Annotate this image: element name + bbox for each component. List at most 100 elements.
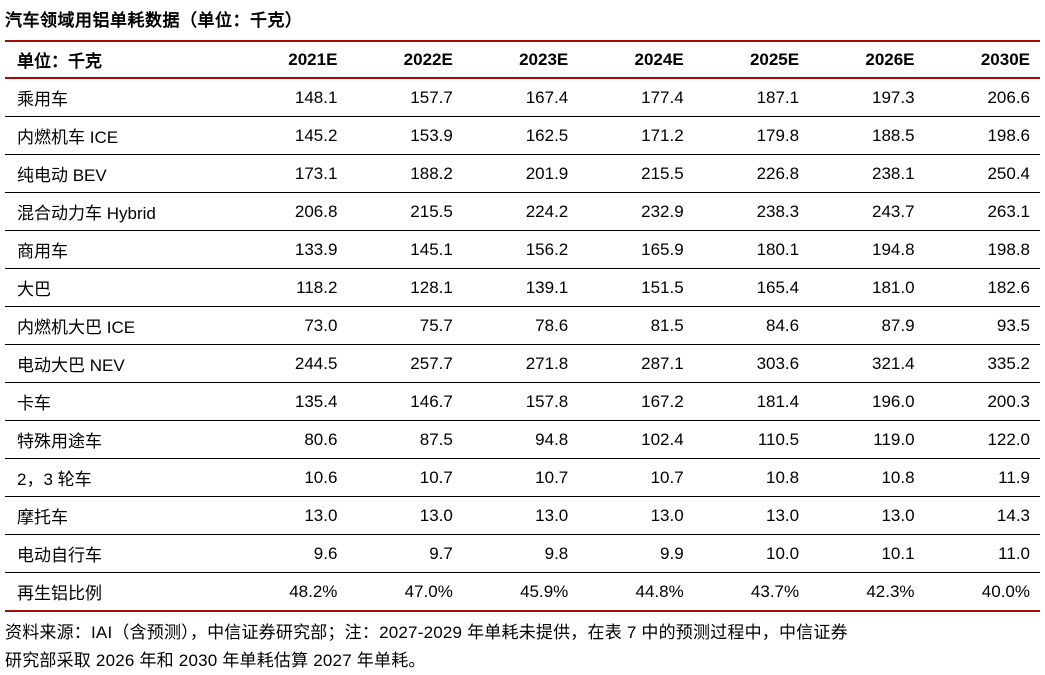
row-value: 13.0: [809, 496, 925, 535]
row-value: 87.9: [809, 306, 925, 345]
header-cell-year: 2030E: [980, 49, 1030, 69]
row-value: 243.7: [809, 192, 925, 231]
table-body: 乘用车 148.1 157.7 167.4 177.4 187.1 197.3 206.6 内燃…: [5, 78, 1040, 612]
row-value: 162.5: [462, 116, 579, 155]
header-cell-year: 2023E: [519, 49, 569, 69]
row-value: 206.8: [232, 192, 348, 231]
row-value: 165.4: [693, 268, 810, 307]
row-value: 13.0: [693, 496, 810, 535]
row-value: 188.2: [347, 154, 463, 193]
row-value: 177.4: [578, 78, 694, 117]
row-value: 226.8: [693, 154, 810, 193]
row-label: 电动大巴 NEV: [5, 344, 232, 383]
row-value: 135.4: [232, 382, 348, 421]
row-value: 13.0: [232, 496, 348, 535]
row-value: 206.6: [924, 78, 1040, 117]
header-cell-year: 2021E: [288, 49, 338, 69]
row-value: 146.7: [347, 382, 463, 421]
row-value: 196.0: [809, 382, 925, 421]
row-value: 179.8: [693, 116, 810, 155]
row-value: 171.2: [578, 116, 694, 155]
row-label: 电动自行车: [5, 534, 232, 573]
table-row: 摩托车 13.0 13.0 13.0 13.0 13.0 13.0 14.3: [5, 496, 1040, 535]
row-value: 201.9: [462, 154, 579, 193]
row-value: 10.7: [578, 458, 694, 497]
row-value: 10.8: [809, 458, 925, 497]
row-value: 119.0: [809, 420, 925, 459]
row-value: 44.8%: [578, 572, 694, 612]
row-value: 181.4: [693, 382, 810, 421]
row-value: 167.2: [578, 382, 694, 421]
row-value: 198.8: [924, 230, 1040, 269]
row-value: 87.5: [347, 420, 463, 459]
row-value: 224.2: [462, 192, 579, 231]
header-cell-unit-label: 单位：千克: [17, 52, 102, 71]
row-value: 156.2: [462, 230, 579, 269]
row-value: 13.0: [578, 496, 694, 535]
row-value: 321.4: [809, 344, 925, 383]
row-value: 10.7: [462, 458, 579, 497]
row-value: 13.0: [462, 496, 579, 535]
row-value: 14.3: [924, 496, 1040, 535]
row-value: 9.6: [232, 534, 348, 573]
row-value: 303.6: [693, 344, 810, 383]
row-value: 287.1: [578, 344, 694, 383]
row-label: 乘用车: [5, 78, 232, 117]
row-value: 197.3: [809, 78, 925, 117]
table-row: 电动自行车 9.6 9.7 9.8 9.9 10.0 10.1 11.0: [5, 534, 1040, 573]
table-row: 纯电动 BEV 173.1 188.2 201.9 215.5 226.8 238.1 250…: [5, 154, 1040, 193]
row-label: 大巴: [5, 268, 232, 307]
table-header-row: 单位：千克 2021E 2022E 2023E 2024E 2025E 2026E 2030E: [5, 41, 1040, 78]
row-value: 173.1: [232, 154, 348, 193]
row-value: 238.3: [693, 192, 810, 231]
table-row: 内燃机车 ICE 145.2 153.9 162.5 171.2 179.8 188.5 19…: [5, 116, 1040, 155]
row-label: 混合动力车 Hybrid: [5, 192, 232, 231]
row-value: 157.8: [462, 382, 579, 421]
row-label: 内燃机大巴 ICE: [5, 306, 232, 345]
row-value: 167.4: [462, 78, 579, 117]
table-row: 电动大巴 NEV 244.5 257.7 271.8 287.1 303.6 321.4 33…: [5, 344, 1040, 383]
row-value: 43.7%: [693, 572, 810, 612]
row-value: 215.5: [347, 192, 463, 231]
row-value: 9.9: [578, 534, 694, 573]
row-value: 153.9: [347, 116, 463, 155]
row-value: 157.7: [347, 78, 463, 117]
row-label: 再生铝比例: [5, 572, 232, 612]
table-row: 混合动力车 Hybrid 206.8 215.5 224.2 232.9 238.3 243…: [5, 192, 1040, 231]
header-cell-year: 2024E: [634, 49, 684, 69]
row-value: 10.0: [693, 534, 810, 573]
source-note: 资料来源：IAI（含预测），中信证券研究部；注：2027-2029 年单耗未提供…: [5, 612, 1040, 675]
row-value: 200.3: [924, 382, 1040, 421]
row-value: 238.1: [809, 154, 925, 193]
row-value: 188.5: [809, 116, 925, 155]
table-title: 汽车领域用铝单耗数据（单位：千克）: [5, 11, 303, 30]
row-value: 78.6: [462, 306, 579, 345]
row-value: 232.9: [578, 192, 694, 231]
source-note-line-2: 研究部采取 2026 年和 2030 年单耗估算 2027 年单耗。: [5, 651, 426, 671]
row-value: 180.1: [693, 230, 810, 269]
row-value: 9.8: [462, 534, 579, 573]
header-cell-year: 2026E: [865, 49, 915, 69]
table-header: 单位：千克 2021E 2022E 2023E 2024E 2025E 2026E 2030E: [5, 41, 1040, 78]
table-row: 大巴 118.2 128.1 139.1 151.5 165.4 181.0 182.6: [5, 268, 1040, 307]
row-value: 182.6: [924, 268, 1040, 307]
row-value: 181.0: [809, 268, 925, 307]
row-value: 10.1: [809, 534, 925, 573]
row-value: 133.9: [232, 230, 348, 269]
row-label: 纯电动 BEV: [5, 154, 232, 193]
row-value: 93.5: [924, 306, 1040, 345]
row-label: 特殊用途车: [5, 420, 232, 459]
row-value: 165.9: [578, 230, 694, 269]
source-note-line-1: 资料来源：IAI（含预测），中信证券研究部；注：2027-2029 年单耗未提供…: [5, 623, 848, 642]
aluminum-unit-consumption-table: 单位：千克 2021E 2022E 2023E 2024E 2025E 2026E 2030E…: [5, 40, 1040, 612]
row-value: 40.0%: [924, 572, 1040, 612]
row-value: 263.1: [924, 192, 1040, 231]
header-cell-year: 2025E: [749, 49, 800, 69]
row-value: 94.8: [462, 420, 579, 459]
row-label: 商用车: [5, 230, 232, 269]
row-value: 9.7: [347, 534, 463, 573]
row-value: 151.5: [578, 268, 694, 307]
row-value: 118.2: [232, 268, 348, 307]
row-value: 13.0: [347, 496, 463, 535]
row-value: 128.1: [347, 268, 463, 307]
